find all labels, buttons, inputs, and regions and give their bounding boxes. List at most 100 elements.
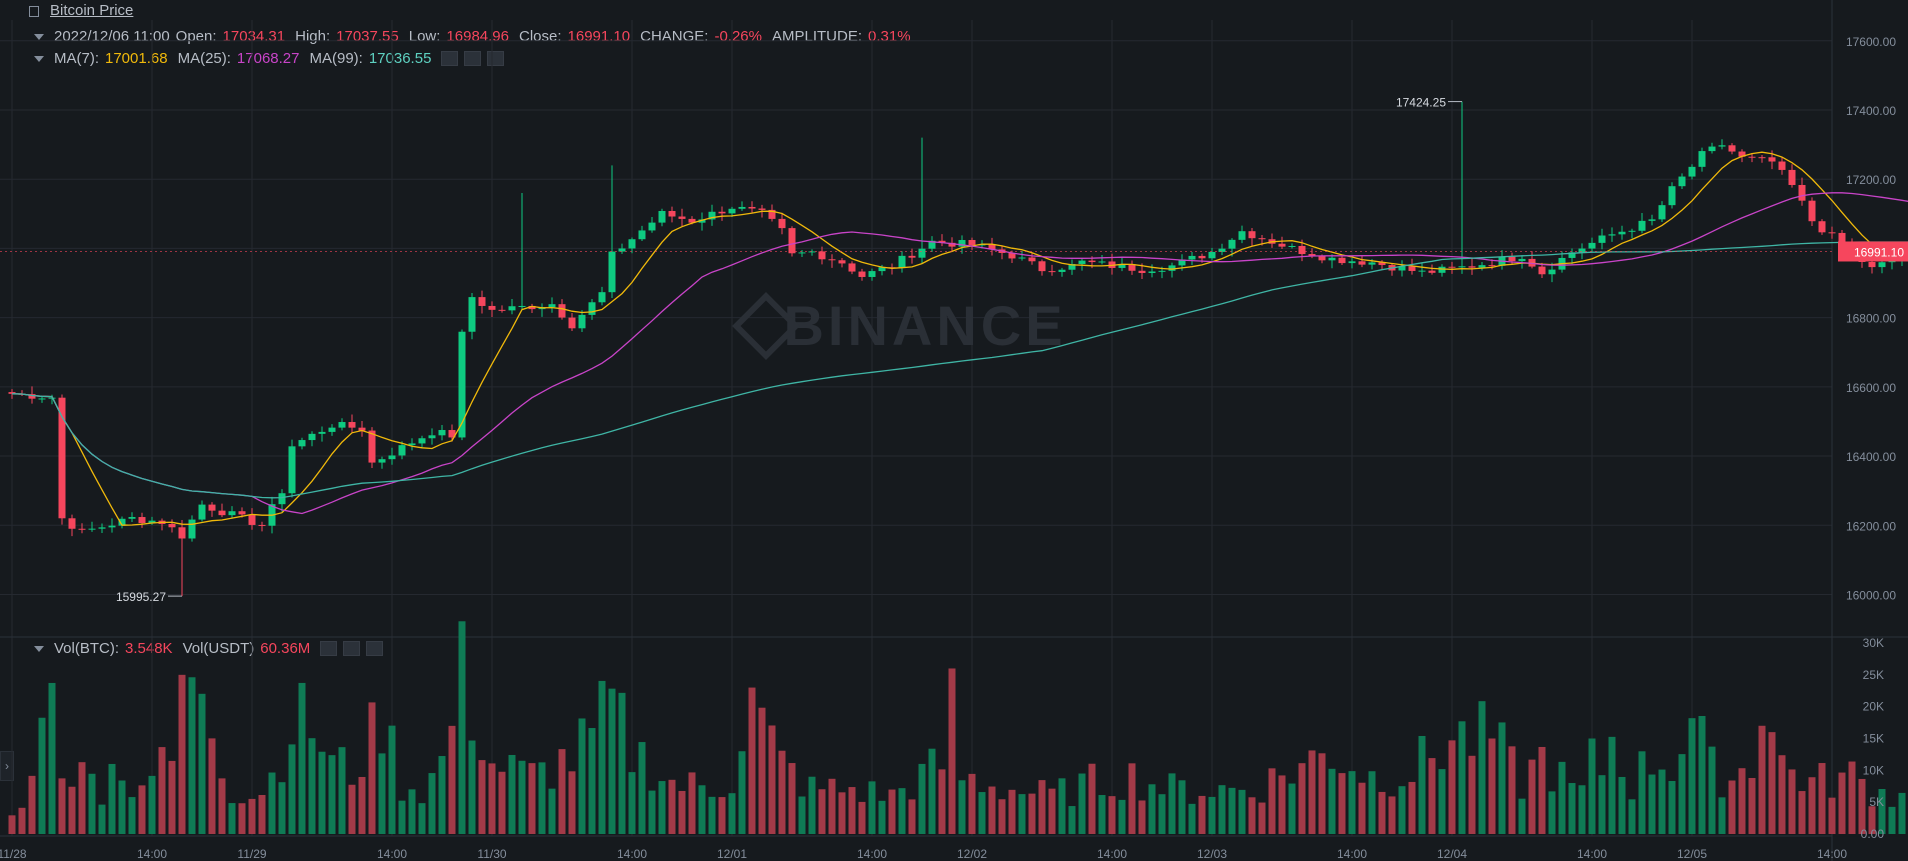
candle-body [1048,271,1056,273]
candle-body [1488,265,1496,267]
volume-bar [308,738,316,834]
time-tick-label: 12/04 [1437,847,1467,861]
chart-title[interactable]: Bitcoin Price [50,2,134,19]
volume-bar [1308,750,1316,834]
time-tick-label: 11/28 [0,847,27,861]
volume-bar [1708,746,1716,834]
candle-body [1468,266,1476,268]
vol-collapse-caret-icon[interactable] [34,645,44,652]
volume-bar [1218,785,1226,834]
volume-bar [1408,781,1416,834]
candle-body [348,422,356,428]
candle-body [1668,186,1676,206]
grid [0,20,1833,836]
candle-body [118,518,126,526]
volume-bar [1808,777,1816,834]
candle-body [768,209,776,219]
price-tick-label: 16400.00 [1846,450,1896,464]
candle-body [1458,266,1466,268]
candle-body [1818,221,1826,233]
candle-body [298,440,306,447]
volume-bar [1018,794,1026,834]
candle-body [1508,256,1516,262]
volume-tick-label: 0.00 [1861,827,1885,841]
candle-body [188,519,196,539]
candle-body [1548,269,1556,275]
volume-bar [388,725,396,834]
volume-bar [158,747,166,834]
volume-bar [698,785,706,834]
volume-bar [1868,806,1876,834]
candle-body [168,523,176,528]
candle-body [498,309,506,311]
candle-body [528,305,536,310]
candle-body [1008,252,1016,259]
ma99-value: 17036.55 [368,50,432,67]
ma7-label: MA(7): [54,50,99,67]
candle-body [218,510,226,516]
candle-body [1198,255,1206,259]
volume-bar [1668,780,1676,834]
volume-bar [1188,803,1196,834]
candle-body [398,445,406,456]
candle-body [1698,151,1706,167]
volume-bar [1398,786,1406,834]
ma25-label: MA(25): [177,50,231,67]
volume-bar [708,796,716,834]
volume-bar [18,807,26,834]
candle-body [338,422,346,428]
expand-panel-chevron-icon[interactable]: › [0,751,14,781]
ma-settings-icon[interactable] [464,51,482,66]
vol-close-icon[interactable] [366,641,384,656]
volume-tick-label: 5K [1869,795,1884,809]
volume-bar [1508,746,1516,834]
collapse-caret-icon[interactable] [34,33,44,40]
candle-body [748,206,756,209]
candle-body [718,211,726,214]
volume-bar [378,753,386,834]
volume-bar [238,803,246,834]
candle-body [1428,270,1436,273]
volume-bar [78,762,86,834]
candle-body [278,493,286,505]
time-tick-label: 14:00 [617,847,647,861]
candle-body [1378,262,1386,266]
candle-body [1148,271,1156,274]
candle-body [1778,161,1786,170]
volume-bar [1788,769,1796,834]
volume-bar [1718,797,1726,834]
volume-tick-label: 20K [1863,700,1884,714]
volume-bar [948,668,956,834]
vol-visibility-toggle-icon[interactable] [320,641,338,656]
ma-visibility-toggle-icon[interactable] [441,51,459,66]
volume-bar [878,800,886,834]
candle-body [858,271,866,277]
volume-bar [1768,732,1776,834]
volume-bar [1738,768,1746,834]
ma-collapse-caret-icon[interactable] [34,55,44,62]
volume-bar [448,725,456,834]
volume-bar [88,773,96,834]
candle-body [1788,169,1796,185]
volume-bar [808,776,816,834]
candle-body [148,520,156,524]
candle-body [1018,257,1026,259]
volume-bar [1008,789,1016,834]
volume-bar [328,755,336,834]
candle-body [258,524,266,526]
price-tick-label: 16000.00 [1846,588,1896,602]
candle-body [1568,252,1576,258]
candle-body [1358,261,1366,265]
candle-body [618,248,626,252]
volume-bar [668,779,676,834]
volume-bar [1098,795,1106,834]
candle-body [1328,257,1336,261]
vol-settings-icon[interactable] [343,641,361,656]
volume-bar [1208,796,1216,834]
volume-bar [688,772,696,834]
volume-bar [1728,780,1736,834]
volume-bar [908,799,916,834]
volume-bar [1818,763,1826,834]
volume-bar [418,803,426,834]
